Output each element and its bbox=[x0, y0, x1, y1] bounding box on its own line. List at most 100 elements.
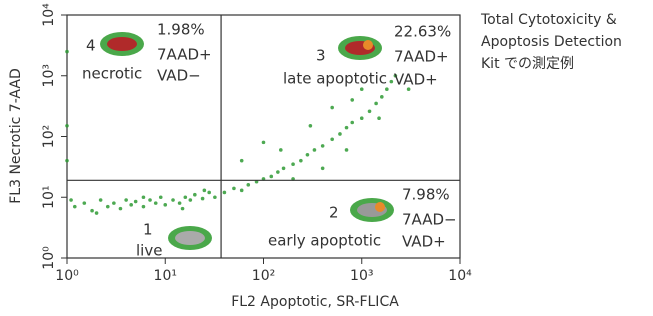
y-tick-label: 10³ bbox=[41, 64, 57, 87]
event-dot bbox=[262, 141, 266, 145]
event-dot bbox=[321, 166, 325, 170]
event-dot bbox=[73, 205, 77, 209]
event-dot bbox=[213, 195, 217, 199]
event-dot bbox=[134, 200, 138, 204]
x-tick-label: 10⁴ bbox=[448, 268, 472, 284]
quadrant-marker: VAD+ bbox=[402, 233, 446, 251]
quadrant-marker: 7AAD+ bbox=[157, 46, 212, 64]
event-dot bbox=[299, 159, 303, 163]
x-tick-label: 10⁰ bbox=[55, 268, 79, 284]
event-dot bbox=[65, 50, 69, 54]
event-dot bbox=[350, 121, 354, 125]
event-dot bbox=[106, 205, 110, 209]
event-dot bbox=[291, 162, 295, 166]
event-dot bbox=[181, 207, 185, 211]
event-dot bbox=[321, 144, 325, 148]
event-dot bbox=[148, 198, 152, 202]
quadrant-label: early apoptotic bbox=[268, 232, 381, 250]
x-tick-label: 10¹ bbox=[154, 268, 177, 284]
event-dot bbox=[313, 148, 317, 152]
event-dot bbox=[345, 126, 349, 130]
event-dot bbox=[119, 207, 123, 211]
event-dot bbox=[69, 198, 73, 202]
event-dot bbox=[240, 189, 244, 193]
event-dot bbox=[276, 170, 280, 174]
event-dot bbox=[184, 195, 188, 199]
note-line: Apoptosis Detection bbox=[481, 34, 622, 50]
quadrant-percent: 7.98% bbox=[402, 186, 450, 204]
event-dot bbox=[350, 98, 354, 102]
quadrant-percent: 22.63% bbox=[394, 23, 451, 41]
quadrant-number: 2 bbox=[329, 204, 339, 222]
quadrant-marker: 7AAD+ bbox=[394, 48, 449, 66]
event-dot bbox=[159, 195, 163, 199]
y-axis-label: FL3 Necrotic 7-AAD bbox=[8, 68, 24, 204]
quadrant-marker: VAD+ bbox=[394, 71, 438, 89]
cell-core bbox=[175, 231, 205, 245]
event-dot bbox=[330, 137, 334, 141]
quadrant-marker: VAD− bbox=[157, 67, 201, 85]
event-dot bbox=[142, 195, 146, 199]
event-dot bbox=[309, 124, 313, 128]
event-dot bbox=[163, 203, 167, 207]
quadrant-label: live bbox=[136, 242, 162, 260]
cell-marker bbox=[375, 202, 385, 212]
event-dot bbox=[345, 148, 349, 152]
x-tick-label: 10³ bbox=[350, 268, 373, 284]
event-dot bbox=[95, 211, 99, 215]
x-axis-label: FL2 Apoptotic, SR-FLICA bbox=[231, 294, 399, 310]
event-dot bbox=[203, 189, 207, 193]
event-dot bbox=[232, 187, 236, 191]
event-dot bbox=[65, 124, 69, 128]
event-dot bbox=[201, 197, 205, 201]
y-tick-label: 10¹ bbox=[41, 186, 57, 209]
chart: FL2 Apoptotic, SR-FLICA FL3 Necrotic 7-A… bbox=[0, 0, 653, 312]
event-dot bbox=[246, 183, 250, 187]
event-dot bbox=[360, 87, 364, 91]
cell-marker bbox=[363, 40, 373, 50]
x-tick-label: 10² bbox=[252, 268, 275, 284]
event-dot bbox=[377, 116, 381, 120]
quadrant-number: 4 bbox=[86, 37, 96, 55]
event-dot bbox=[385, 87, 389, 91]
event-dot bbox=[65, 159, 69, 163]
event-dot bbox=[154, 201, 158, 205]
quadrant-label: late apoptotic bbox=[283, 70, 387, 88]
note-line: Kit での測定例 bbox=[481, 56, 574, 72]
event-dot bbox=[306, 153, 310, 157]
event-dot bbox=[380, 95, 384, 99]
event-dot bbox=[124, 198, 128, 202]
event-dot bbox=[240, 159, 244, 163]
event-dot bbox=[338, 132, 342, 136]
event-dot bbox=[112, 201, 116, 205]
event-dot bbox=[189, 198, 193, 202]
quadrant-number: 1 bbox=[143, 221, 153, 239]
event-dot bbox=[282, 166, 286, 170]
quadrant-label: necrotic bbox=[82, 65, 142, 83]
event-dot bbox=[330, 106, 334, 110]
event-dot bbox=[279, 148, 283, 152]
event-dot bbox=[193, 193, 197, 197]
quadrant-number: 3 bbox=[316, 47, 326, 65]
event-dot bbox=[129, 203, 133, 207]
note-line: Total Cytotoxicity & bbox=[480, 12, 617, 28]
event-dot bbox=[99, 198, 103, 202]
event-dot bbox=[368, 109, 372, 113]
quadrant-percent: 1.98% bbox=[157, 21, 205, 39]
y-tick-label: 10² bbox=[41, 125, 57, 148]
event-dot bbox=[390, 80, 394, 84]
y-tick-label: 10⁰ bbox=[41, 246, 57, 270]
event-dot bbox=[83, 201, 87, 205]
event-dot bbox=[178, 201, 182, 205]
event-dot bbox=[142, 205, 146, 209]
event-dot bbox=[171, 198, 175, 202]
event-dot bbox=[90, 209, 94, 213]
cell-core bbox=[107, 37, 137, 51]
event-dot bbox=[360, 116, 364, 120]
event-dot bbox=[374, 102, 378, 106]
quadrant-marker: 7AAD− bbox=[402, 211, 457, 229]
event-dot bbox=[207, 191, 211, 195]
y-tick-label: 10⁴ bbox=[41, 3, 57, 27]
event-dot bbox=[223, 191, 227, 195]
event-dot bbox=[269, 175, 273, 179]
